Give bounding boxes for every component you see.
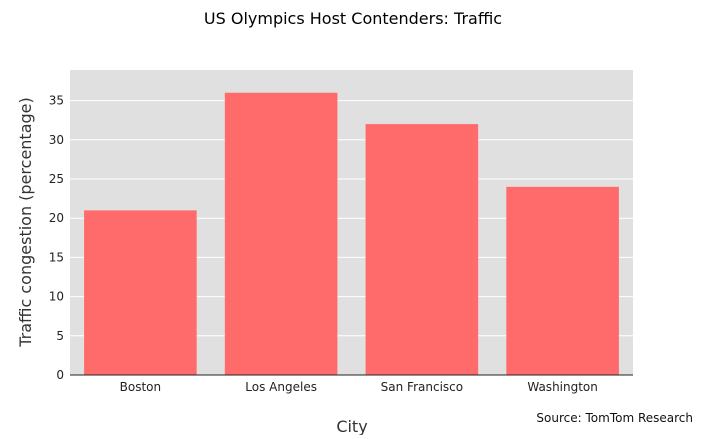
bar-washington[interactable]: [506, 186, 619, 375]
y-tick-label: 5: [56, 329, 64, 343]
x-axis-title: City: [336, 417, 367, 435]
y-tick-label: 20: [49, 211, 64, 225]
bars: [84, 92, 619, 376]
y-tick-label: 15: [49, 250, 64, 264]
x-tick-label: Washington: [527, 380, 598, 394]
x-tick-labels: Boston Los Angeles San Francisco Washington: [120, 380, 598, 394]
bar-los-angeles[interactable]: [224, 92, 338, 375]
y-tick-label: 30: [49, 133, 64, 147]
y-tick-label: 0: [56, 368, 64, 382]
y-tick-label: 25: [49, 172, 64, 186]
source-annotation: Source: TomTom Research: [536, 411, 693, 425]
y-tick-label: 10: [49, 290, 64, 304]
y-tick-label: 35: [49, 94, 64, 108]
y-tick-labels: 0 5 10 15 20 25 30 35: [49, 94, 64, 382]
x-tick-label: Los Angeles: [245, 380, 317, 394]
bar-boston[interactable]: [84, 210, 197, 375]
x-tick-label: San Francisco: [381, 380, 463, 394]
bar-san-francisco[interactable]: [365, 124, 479, 376]
chart-title: US Olympics Host Contenders: Traffic: [204, 9, 502, 28]
y-axis-title: Traffic congestion (percentage): [16, 97, 35, 348]
x-tick-label: Boston: [120, 380, 161, 394]
